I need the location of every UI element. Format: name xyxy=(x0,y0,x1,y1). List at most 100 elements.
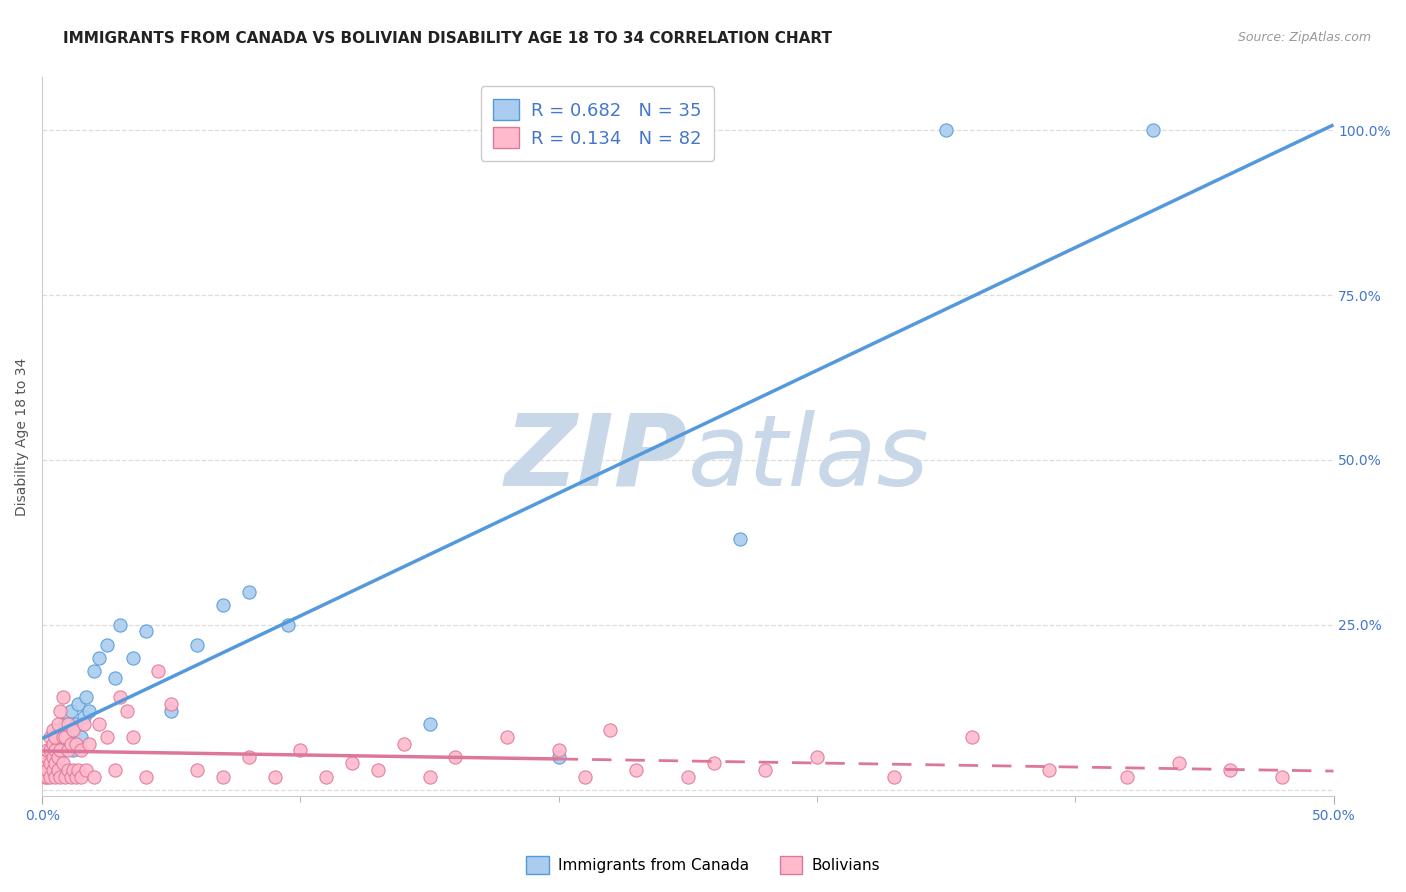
Point xyxy=(41,737,63,751)
Point xyxy=(52,756,75,771)
Point xyxy=(75,763,97,777)
Point xyxy=(55,716,77,731)
Point xyxy=(83,770,105,784)
Text: IMMIGRANTS FROM CANADA VS BOLIVIAN DISABILITY AGE 18 TO 34 CORRELATION CHART: IMMIGRANTS FROM CANADA VS BOLIVIAN DISAB… xyxy=(63,31,832,46)
Point xyxy=(75,690,97,705)
Point xyxy=(103,763,125,777)
Point xyxy=(67,697,90,711)
Point xyxy=(121,730,143,744)
Point xyxy=(39,756,62,771)
Point xyxy=(186,638,208,652)
Point xyxy=(212,598,235,612)
Point xyxy=(103,671,125,685)
Point xyxy=(754,763,776,777)
Point xyxy=(56,730,79,744)
Point xyxy=(392,737,415,751)
Point xyxy=(46,716,69,731)
Point xyxy=(108,690,131,705)
Legend: Immigrants from Canada, Bolivians: Immigrants from Canada, Bolivians xyxy=(520,850,886,880)
Point xyxy=(52,730,75,744)
Text: ZIP: ZIP xyxy=(505,410,688,507)
Point xyxy=(1271,770,1294,784)
Point xyxy=(703,756,725,771)
Point xyxy=(160,697,183,711)
Legend: R = 0.682   N = 35, R = 0.134   N = 82: R = 0.682 N = 35, R = 0.134 N = 82 xyxy=(481,87,714,161)
Point xyxy=(34,756,56,771)
Point xyxy=(574,770,596,784)
Point xyxy=(59,770,82,784)
Point xyxy=(238,585,260,599)
Point xyxy=(599,723,621,738)
Point xyxy=(65,716,87,731)
Point xyxy=(96,730,118,744)
Point xyxy=(72,710,94,724)
Point xyxy=(59,737,82,751)
Point xyxy=(72,716,94,731)
Point xyxy=(1142,123,1164,137)
Point xyxy=(34,770,56,784)
Point xyxy=(728,532,751,546)
Point xyxy=(496,730,519,744)
Point xyxy=(44,730,66,744)
Point xyxy=(160,704,183,718)
Point xyxy=(41,743,63,757)
Point xyxy=(883,770,905,784)
Point xyxy=(263,770,285,784)
Point xyxy=(134,770,156,784)
Point xyxy=(49,770,72,784)
Point xyxy=(34,763,56,777)
Point xyxy=(65,737,87,751)
Point xyxy=(52,737,75,751)
Point xyxy=(39,756,62,771)
Point xyxy=(37,743,59,757)
Point xyxy=(49,704,72,718)
Point xyxy=(547,749,569,764)
Point xyxy=(806,749,828,764)
Point xyxy=(49,743,72,757)
Point xyxy=(56,763,79,777)
Point xyxy=(935,123,957,137)
Point xyxy=(676,770,699,784)
Point xyxy=(290,743,312,757)
Point xyxy=(55,770,77,784)
Point xyxy=(1038,763,1060,777)
Point xyxy=(44,730,66,744)
Point xyxy=(77,704,100,718)
Point xyxy=(83,664,105,678)
Point xyxy=(37,763,59,777)
Point xyxy=(62,763,84,777)
Point xyxy=(419,770,441,784)
Text: atlas: atlas xyxy=(688,410,929,507)
Point xyxy=(212,770,235,784)
Point xyxy=(277,617,299,632)
Point xyxy=(67,763,90,777)
Point xyxy=(108,617,131,632)
Point xyxy=(547,743,569,757)
Point xyxy=(37,749,59,764)
Point xyxy=(46,763,69,777)
Point xyxy=(37,770,59,784)
Point xyxy=(44,770,66,784)
Point xyxy=(59,704,82,718)
Point xyxy=(419,716,441,731)
Point xyxy=(41,763,63,777)
Point xyxy=(77,737,100,751)
Point xyxy=(39,770,62,784)
Text: Source: ZipAtlas.com: Source: ZipAtlas.com xyxy=(1237,31,1371,45)
Point xyxy=(70,743,93,757)
Point xyxy=(55,730,77,744)
Point xyxy=(186,763,208,777)
Point xyxy=(148,664,170,678)
Point xyxy=(41,749,63,764)
Point xyxy=(56,716,79,731)
Point xyxy=(315,770,337,784)
Point xyxy=(121,650,143,665)
Point xyxy=(70,730,93,744)
Point xyxy=(37,749,59,764)
Point xyxy=(1115,770,1137,784)
Point xyxy=(367,763,389,777)
Point xyxy=(65,770,87,784)
Point xyxy=(1219,763,1241,777)
Point xyxy=(56,743,79,757)
Point xyxy=(39,743,62,757)
